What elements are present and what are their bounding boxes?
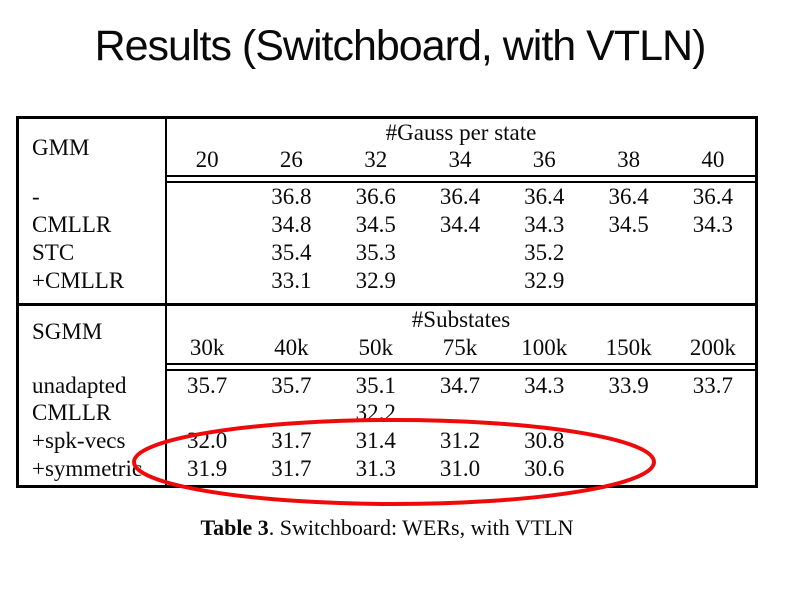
column-header: 30k	[189, 334, 225, 360]
table-cell: 36.4	[608, 183, 649, 209]
sgmm-section-label: SGMM	[32, 319, 103, 344]
row-label: +spk-vecs	[32, 427, 126, 453]
table-cell: 32.9	[355, 267, 396, 293]
caption-text: . Switchboard: WERs, with VTLN	[268, 515, 574, 540]
sgmm-column-headers: 30k 40k 50k 75k 100k 150k 200k	[19, 334, 755, 361]
column-header: 40	[701, 146, 725, 172]
table-cell: 36.4	[439, 183, 481, 209]
table-cell: 34.8	[271, 211, 312, 237]
table-cell: 35.7	[271, 372, 312, 398]
row-label: STC	[32, 239, 75, 265]
table-cell: 34.3	[524, 211, 565, 237]
row-label: -	[32, 183, 40, 209]
table-cell: 35.4	[271, 239, 312, 265]
gmm-section-label: GMM	[32, 135, 90, 160]
column-header: 200k	[689, 334, 736, 360]
table-cell: 34.3	[692, 211, 733, 237]
table-row: - 36.8 36.6 36.4 36.4 36.4 36.4	[19, 183, 755, 210]
table-cell: 31.0	[439, 455, 481, 481]
table-row: unadapted 35.7 35.7 35.1 34.7 34.3 33.9 …	[19, 372, 755, 399]
row-label: CMLLR	[32, 211, 112, 237]
row-label: +symmetric	[32, 455, 143, 481]
column-header: 20	[195, 146, 219, 172]
column-header: 100k	[521, 334, 568, 360]
table-cell: 34.7	[439, 372, 481, 398]
table-cell: 32.0	[187, 427, 228, 453]
table-cell: 33.9	[608, 372, 649, 398]
table-cell: 33.7	[692, 372, 733, 398]
table-cell: 31.2	[439, 427, 481, 453]
column-header: 32	[364, 146, 388, 172]
table-row: CMLLR 32.2	[19, 399, 755, 426]
table-cell: 36.4	[692, 183, 733, 209]
table-cell: 34.3	[524, 372, 565, 398]
table-cell: 31.7	[271, 455, 312, 481]
results-table: GMM #Gauss per state 20 26 32 34 36 38 4…	[16, 116, 758, 488]
sgmm-header-rule	[167, 363, 755, 371]
table-row: CMLLR 34.8 34.5 34.4 34.3 34.5 34.3	[19, 211, 755, 238]
sgmm-group-header: #Substates	[411, 307, 511, 332]
column-header: 50k	[358, 334, 393, 360]
column-header: 75k	[442, 334, 478, 360]
row-label: +CMLLR	[32, 267, 125, 293]
table-cell: 35.3	[355, 239, 396, 265]
column-header: 26	[279, 146, 303, 172]
column-header: 36	[532, 146, 556, 172]
gmm-header-rule	[167, 175, 755, 183]
row-label: CMLLR	[32, 399, 112, 425]
table-cell: 34.4	[439, 211, 481, 237]
table-cell: 36.8	[271, 183, 312, 209]
table-caption: Table 3. Switchboard: WERs, with VTLN	[16, 515, 758, 541]
table-cell: 32.9	[524, 267, 565, 293]
table-cell: 31.7	[271, 427, 312, 453]
table-cell: 30.8	[524, 427, 565, 453]
caption-label: Table 3	[200, 515, 269, 540]
table-row: +CMLLR 33.1 32.9 32.9	[19, 267, 755, 294]
table-cell: 30.6	[524, 455, 565, 481]
gmm-sgmm-divider	[19, 303, 755, 306]
table-cell: 31.3	[355, 455, 396, 481]
label-column-divider	[165, 119, 167, 485]
table-cell: 31.9	[187, 455, 228, 481]
table-cell: 31.4	[355, 427, 396, 453]
table-row: +symmetric 31.9 31.7 31.3 31.0 30.6	[19, 455, 755, 482]
table-cell: 33.1	[271, 267, 312, 293]
table-cell: 35.1	[355, 372, 396, 398]
column-header: 150k	[605, 334, 652, 360]
table-cell: 32.2	[355, 399, 396, 425]
column-header: 34	[448, 146, 472, 172]
table-cell: 35.7	[187, 372, 228, 398]
gmm-group-header: #Gauss per state	[385, 120, 537, 145]
table-row: +spk-vecs 32.0 31.7 31.4 31.2 30.8	[19, 427, 755, 454]
column-header: 40k	[274, 334, 309, 360]
table-cell: 35.2	[524, 239, 565, 265]
gmm-column-headers: 20 26 32 34 36 38 40	[19, 146, 755, 173]
table-cell: 36.6	[355, 183, 396, 209]
table-cell: 36.4	[524, 183, 565, 209]
row-label: unadapted	[32, 372, 127, 398]
table-row: STC 35.4 35.3 35.2	[19, 239, 755, 266]
column-header: 38	[617, 146, 641, 172]
table-cell: 34.5	[355, 211, 396, 237]
slide-title: Results (Switchboard, with VTLN)	[94, 22, 707, 70]
table-cell: 34.5	[608, 211, 649, 237]
